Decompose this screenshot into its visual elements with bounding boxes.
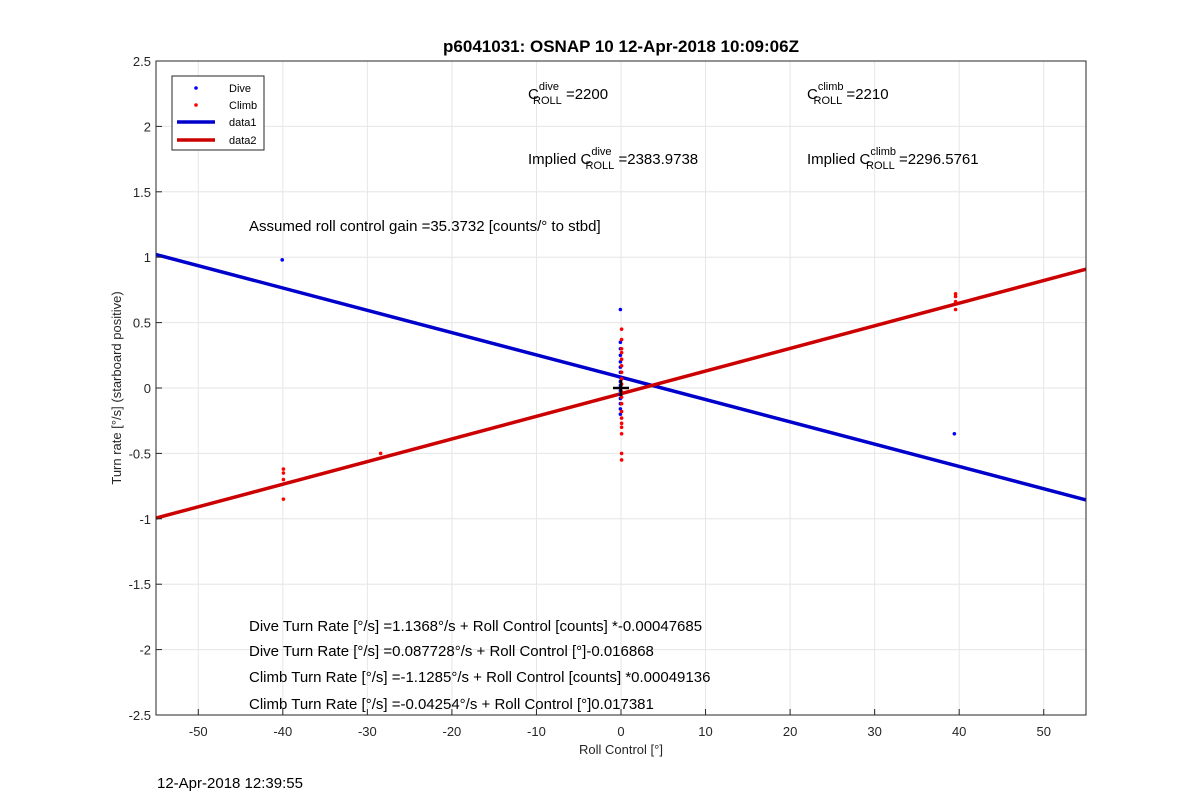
data-point-climb <box>619 370 624 375</box>
x-axis-label: Roll Control [°] <box>579 742 663 757</box>
c-climb-annotation: Cclimb ROLL =2210 <box>807 81 889 107</box>
data-point-climb <box>619 377 624 381</box>
x-tick-label: 20 <box>783 724 797 739</box>
legend-box <box>171 75 265 151</box>
y-axis-label: Turn rate [°/s] (starboard positive) <box>109 291 124 484</box>
x-tick-label: -50 <box>189 724 208 739</box>
data-point-climb <box>619 337 624 342</box>
data-point-climb <box>619 458 624 462</box>
x-tick-label: 10 <box>698 724 712 739</box>
dive-turn-rate-degrees: Dive Turn Rate [°/s] =0.087728°/s + Roll… <box>249 643 654 660</box>
print-timestamp: 12-Apr-2018 12:39:55 <box>157 775 303 792</box>
data-point-climb <box>619 346 624 351</box>
data-point-climb <box>619 425 624 430</box>
y-tick-label: -1 <box>139 512 151 527</box>
y-tick-label: 1.5 <box>133 185 151 200</box>
data-point-climb <box>619 395 624 399</box>
data-point-dive <box>952 431 957 436</box>
x-axis-ticks: -50 -40 -30 -20 -10 0 10 20 30 40 50 <box>189 709 1051 739</box>
climb-turn-rate-degrees: Climb Turn Rate [°/s] =-0.04254°/s + Rol… <box>249 696 654 713</box>
data-point-climb <box>378 451 383 456</box>
x-tick-label: -30 <box>358 724 377 739</box>
data-point-climb <box>281 467 286 471</box>
dive-turn-rate-counts: Dive Turn Rate [°/s] =1.1368°/s + Roll C… <box>249 618 702 635</box>
y-axis-ticks: -2.5 -2 -1.5 -1 -0.5 0 0.5 1 1.5 2 2.5 <box>129 54 162 723</box>
x-tick-label: 30 <box>867 724 881 739</box>
x-tick-label: -10 <box>527 724 546 739</box>
data-point-dive <box>618 307 623 312</box>
legend-label-climb: Climb <box>229 100 257 112</box>
c-dive-annotation: Cdive ROLL =2200 <box>528 81 608 107</box>
y-tick-label: 0.5 <box>133 316 151 331</box>
y-tick-label: -2 <box>139 643 151 658</box>
y-tick-label: 0 <box>144 381 151 396</box>
data-point-climb <box>619 451 624 456</box>
data-point-climb <box>281 471 286 475</box>
data-point-climb <box>619 416 624 420</box>
x-tick-label: -20 <box>443 724 462 739</box>
data-point-climb <box>953 307 958 312</box>
data-point-climb <box>953 294 958 299</box>
legend-label-data2: data2 <box>229 135 257 147</box>
data-point-climb <box>619 327 624 331</box>
data-point-climb <box>619 421 624 426</box>
data-point-climb <box>619 401 624 406</box>
y-tick-label: -0.5 <box>129 446 151 461</box>
legend-label-data1: data1 <box>229 117 257 129</box>
y-tick-label: 2 <box>144 119 151 134</box>
chart-title: p6041031: OSNAP 10 12-Apr-2018 10:09:06Z <box>443 37 799 56</box>
data-point-climb <box>619 431 624 436</box>
legend: Dive Climb data1 data2 <box>171 75 265 151</box>
x-tick-label: 40 <box>952 724 966 739</box>
data-point-climb <box>619 350 624 355</box>
x-tick-label: 0 <box>617 724 624 739</box>
data-point-climb <box>281 477 286 482</box>
data-point-climb <box>619 409 624 414</box>
x-tick-label: 50 <box>1036 724 1050 739</box>
legend-marker-dive <box>194 86 198 90</box>
y-tick-label: -1.5 <box>129 577 151 592</box>
data-point-climb <box>953 292 958 296</box>
data-point-climb <box>953 299 958 304</box>
legend-marker-climb <box>194 103 198 107</box>
origin-crosshair <box>613 380 629 396</box>
data-point-climb <box>281 497 286 501</box>
x-tick-label: -40 <box>273 724 292 739</box>
implied-c-climb-annotation: Implied Cclimb ROLL =2296.5761 <box>807 146 979 172</box>
climb-turn-rate-counts: Climb Turn Rate [°/s] =-1.1285°/s + Roll… <box>249 669 710 686</box>
data-point-dive <box>280 258 285 262</box>
implied-c-dive-annotation: Implied Cdive ROLL =2383.9738 <box>528 146 698 172</box>
legend-label-dive: Dive <box>229 83 251 95</box>
y-tick-label: -2.5 <box>129 708 151 723</box>
data-point-climb <box>619 363 624 368</box>
roll-gain-annotation: Assumed roll control gain =35.3732 [coun… <box>249 218 601 235</box>
y-tick-label: 2.5 <box>133 54 151 69</box>
y-tick-label: 1 <box>144 250 151 265</box>
data-point-climb <box>619 357 624 362</box>
